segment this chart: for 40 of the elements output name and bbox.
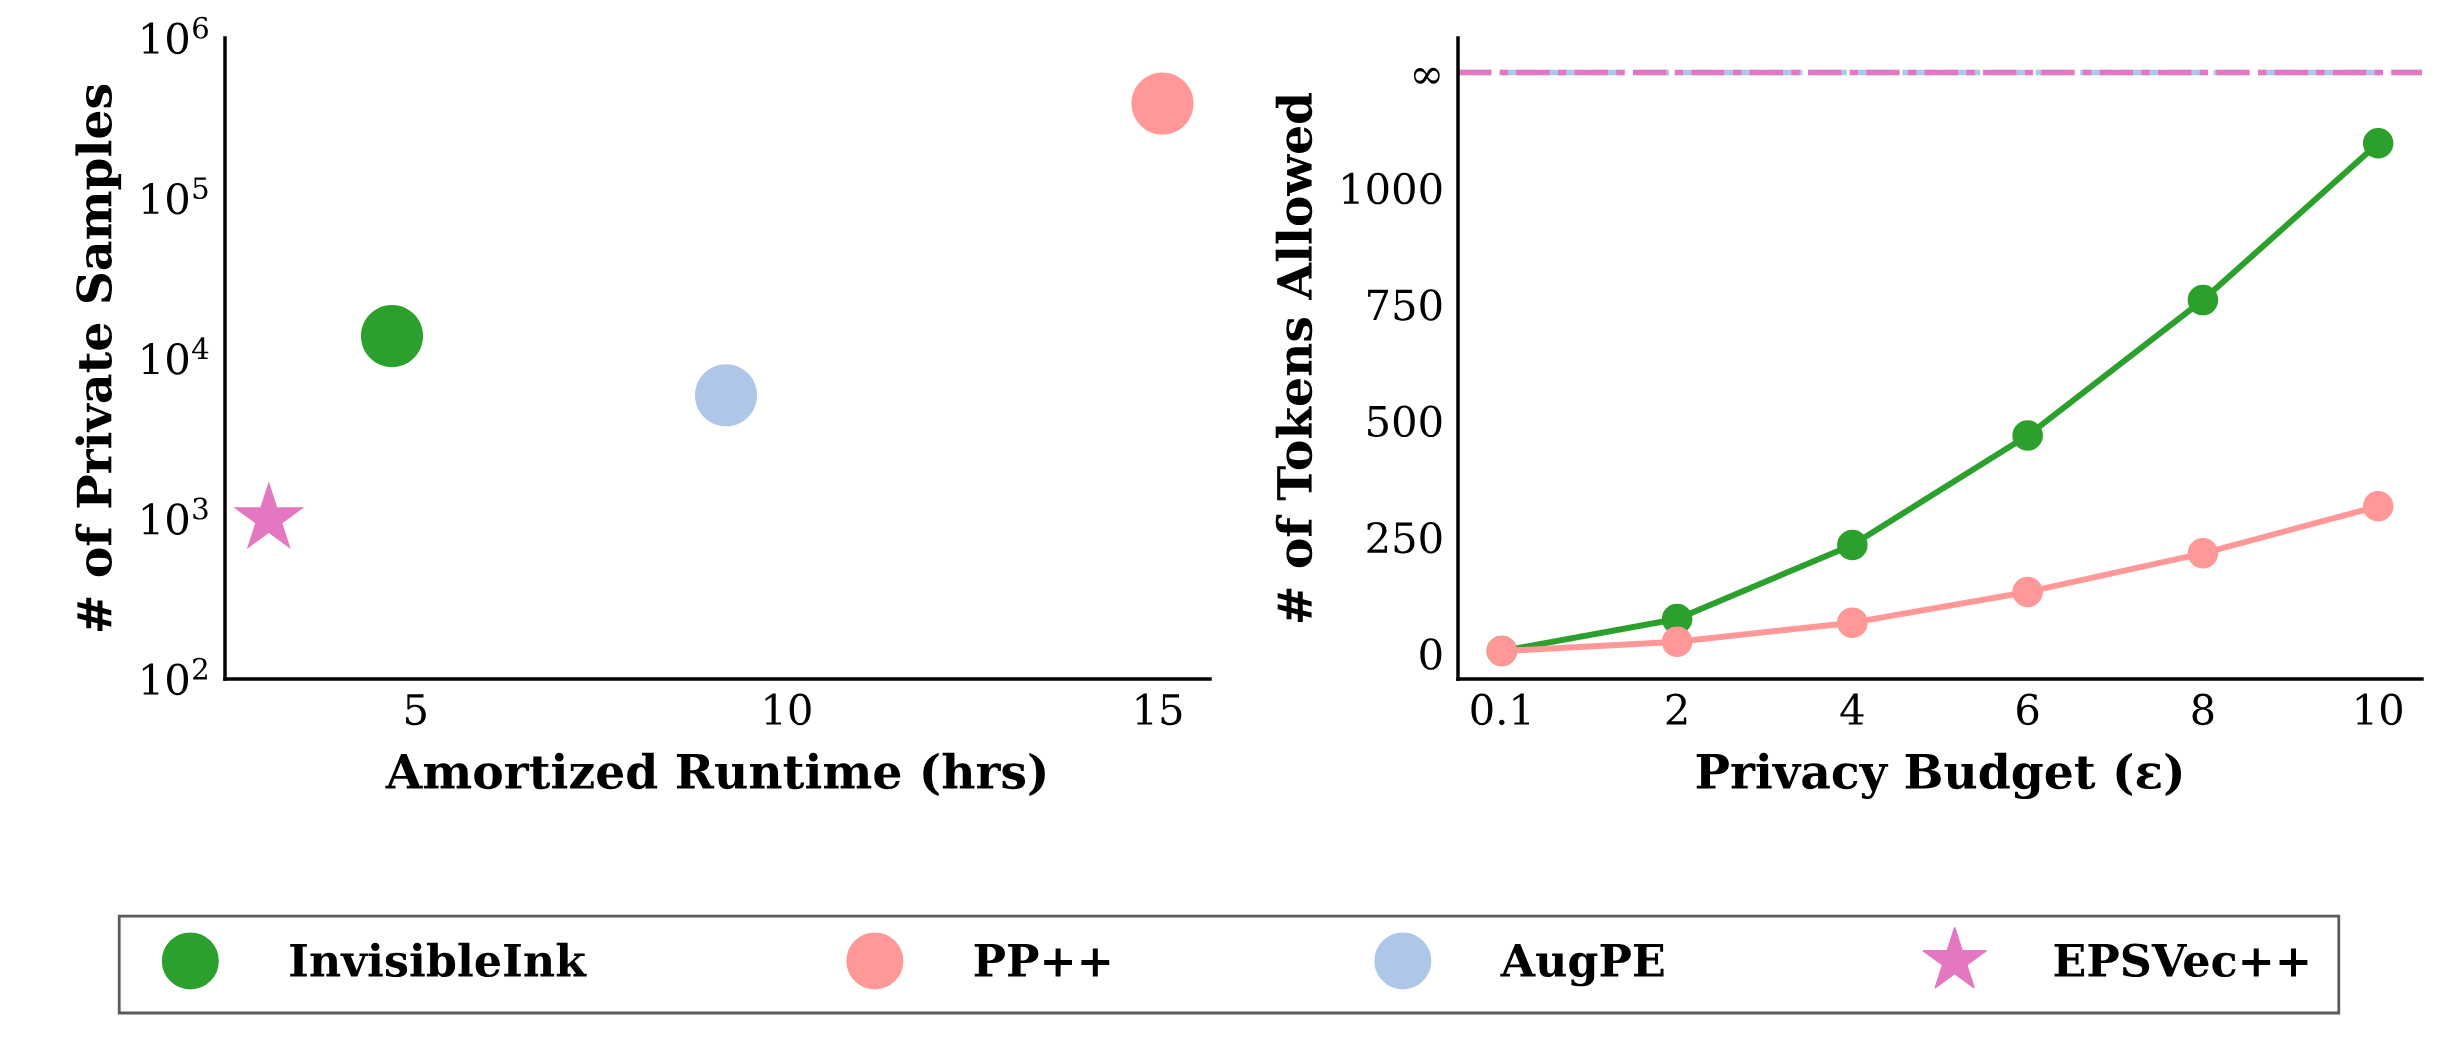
y-axis-title: # of Private Samples [75, 84, 122, 631]
point [694, 364, 758, 427]
y-tick-label: 10$^{3}$ [142, 497, 208, 535]
x-tick-label: 2 [1666, 693, 1687, 725]
point [2362, 127, 2394, 159]
y-tick-label: 10$^{4}$ [142, 337, 209, 375]
point [1661, 626, 1693, 658]
legend-label: EPSVec++ [2054, 943, 2308, 978]
x-tick-label: 8 [2192, 693, 2214, 726]
y-axis-title: # of Tokens Allowed [1275, 92, 1313, 622]
x-tick-label: 4 [1840, 693, 1864, 725]
point [1837, 607, 1868, 638]
point [1837, 529, 1868, 561]
y-tick-label: 0 [1420, 638, 1442, 670]
y-tick-label: ∞ [1413, 67, 1440, 84]
y-tick-label: 500 [1368, 405, 1442, 438]
y-tick-label: 750 [1368, 289, 1442, 321]
point [2012, 576, 2043, 608]
x-tick-label: 10 [2356, 693, 2402, 726]
point [1131, 72, 1194, 135]
y-tick-label: 250 [1367, 521, 1442, 554]
x-tick-label: 15 [1136, 693, 1182, 726]
point [2362, 491, 2394, 522]
x-tick-label: 5 [406, 694, 426, 726]
point [2187, 284, 2219, 316]
legend-label: InvisibleInk [290, 942, 587, 978]
legend-label: AugPE [1500, 944, 1664, 987]
point [360, 305, 424, 368]
x-axis-title: Amortized Runtime (hrs) [385, 752, 1045, 796]
point [2012, 420, 2043, 451]
y-tick-label: 10$^{6}$ [142, 16, 208, 55]
legend-label: PP++ [974, 944, 1110, 977]
x-tick-label: 6 [2017, 693, 2039, 726]
point [2187, 538, 2219, 569]
x-tick-label: 10 [765, 693, 811, 726]
x-axis-title: Privacy Budget (ε) [1696, 752, 2181, 800]
y-tick-label: 1000 [1343, 172, 1442, 205]
y-tick-label: 10$^{2}$ [142, 657, 207, 696]
y-tick-label: 10$^{5}$ [142, 177, 208, 215]
x-tick-label: 0.1 [1471, 693, 1530, 726]
